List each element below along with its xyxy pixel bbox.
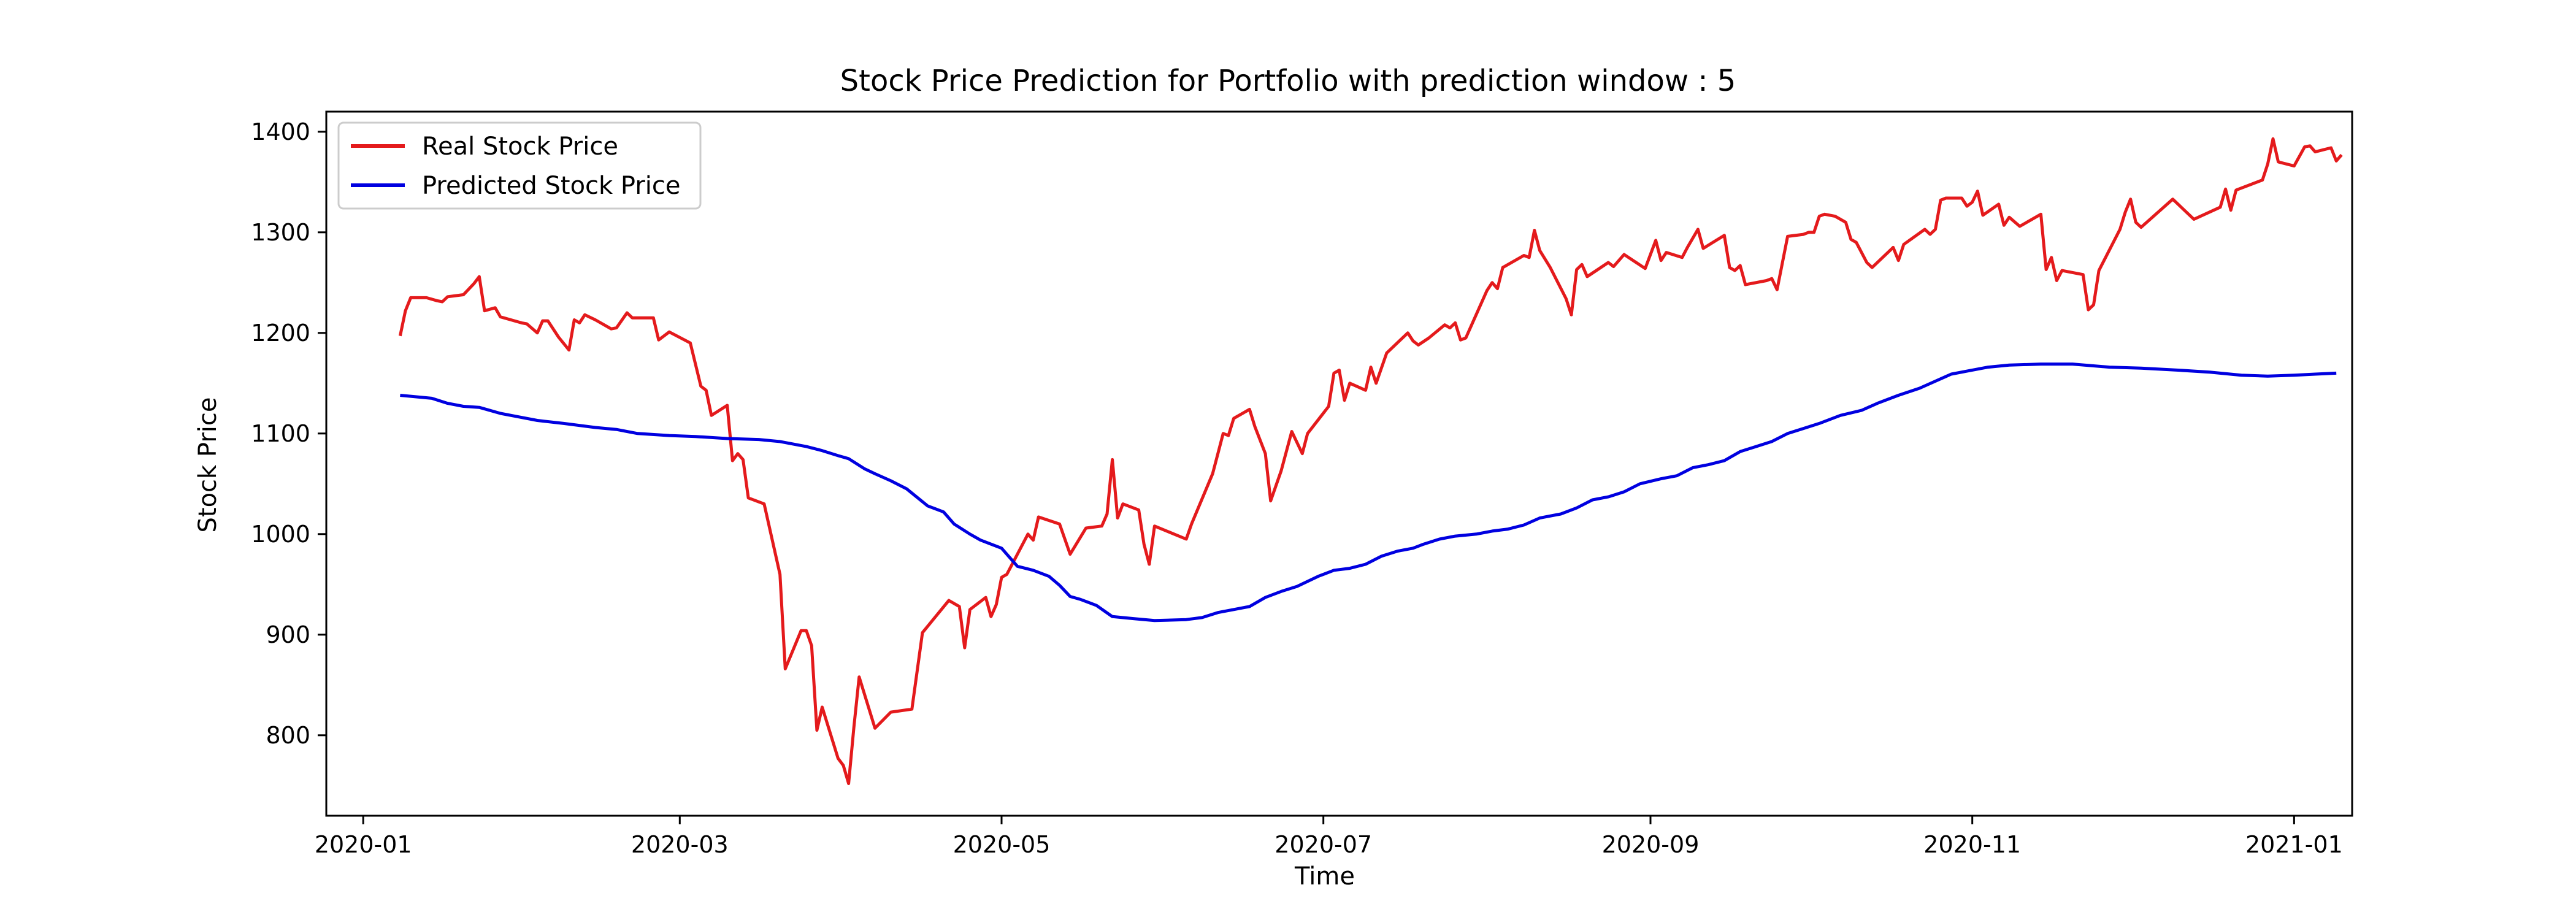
x-tick-label: 2020-01	[315, 831, 412, 858]
y-axis-label: Stock Price	[194, 397, 222, 533]
x-tick-label: 2020-07	[1275, 831, 1372, 858]
y-tick-label: 1100	[251, 420, 310, 447]
plot-frame	[325, 110, 2353, 817]
series-line-predicted-stock-price	[400, 362, 2337, 623]
y-tick-label: 1300	[251, 219, 310, 246]
y-tick-label: 1000	[251, 521, 310, 548]
x-axis: 2020-01 2020-03 2020-05 2020-07 2020-09 2020-…	[315, 816, 2343, 858]
x-tick-label: 2020-05	[953, 831, 1051, 858]
legend-label-predicted: Predicted Stock Price	[422, 172, 680, 200]
series-layer	[398, 137, 2343, 785]
chart-title: Stock Price Prediction for Portfolio wit…	[840, 64, 1736, 98]
x-tick-label: 2020-11	[1923, 831, 2021, 858]
x-tick-label: 2020-03	[631, 831, 729, 858]
x-tick-label: 2021-01	[2245, 831, 2343, 858]
y-tick-label: 900	[266, 621, 310, 648]
y-axis: 800 900 1000 1100 1200 1300 1400	[251, 118, 326, 749]
series-line-real-stock-price	[398, 137, 2343, 785]
legend-label-real: Real Stock Price	[422, 132, 618, 161]
legend-box	[337, 121, 702, 210]
plot-area: 2020-01 2020-03 2020-05 2020-07 2020-09 2020-…	[251, 110, 2353, 858]
legend: Real Stock Price Predicted Stock Price	[337, 121, 702, 210]
y-tick-label: 800	[266, 722, 310, 749]
x-axis-label: Time	[1294, 862, 1355, 891]
x-tick-label: 2020-09	[1602, 831, 1700, 858]
y-tick-label: 1200	[251, 320, 310, 347]
y-tick-label: 1400	[251, 118, 310, 145]
